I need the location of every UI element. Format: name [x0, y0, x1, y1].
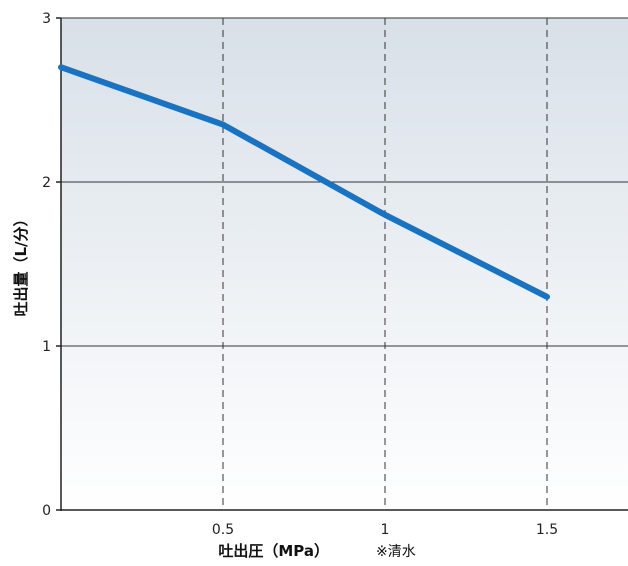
- x-axis-title: 吐出圧（MPa）: [218, 542, 329, 560]
- x-tick-label: 1.5: [536, 522, 558, 538]
- series-lines: [58, 64, 550, 300]
- tick-labels: 0 1 2 3 0.5 1 1.5: [42, 11, 558, 538]
- plot-background: [61, 18, 628, 510]
- y-tick-label: 3: [42, 11, 51, 27]
- y-tick-label: 1: [42, 339, 51, 355]
- x-tick-label: 1: [381, 522, 390, 538]
- x-tick-label: 0.5: [212, 522, 234, 538]
- y-tick-label: 2: [42, 175, 51, 191]
- axes: [60, 18, 628, 511]
- y-tick-label: 0: [42, 503, 51, 519]
- x-axis-note: ※清水: [376, 544, 416, 560]
- grid-lines: [61, 17, 628, 510]
- series-line: [58, 64, 550, 300]
- y-axis-title: 吐出量（L/分）: [12, 211, 30, 316]
